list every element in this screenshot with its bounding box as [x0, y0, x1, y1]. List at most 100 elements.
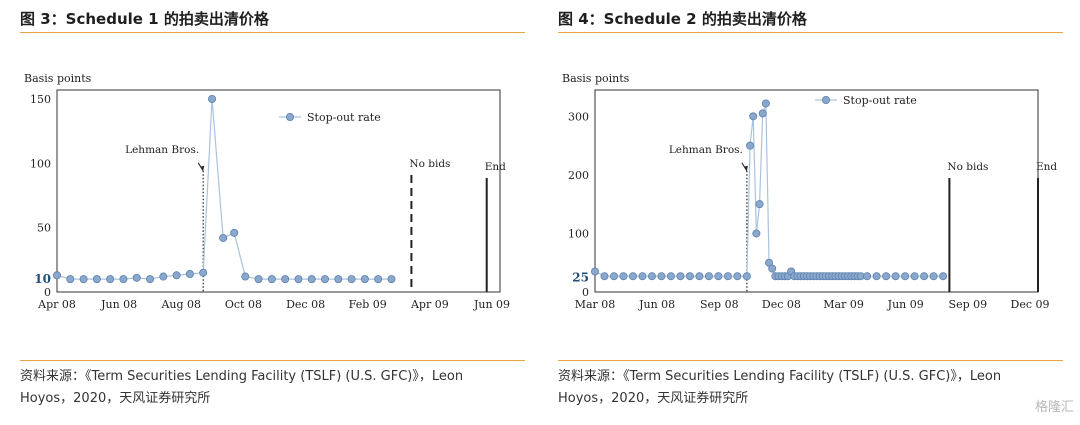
y-tick-label: 25 [572, 270, 589, 284]
data-point [241, 272, 250, 281]
data-point [758, 109, 767, 118]
data-point [185, 269, 194, 278]
series-line [594, 103, 944, 277]
data-point [695, 272, 704, 281]
data-point [159, 272, 168, 281]
x-tick-label: Jun 09 [887, 298, 924, 311]
data-point [752, 229, 761, 238]
x-tick-label: Jun 08 [638, 298, 675, 311]
data-point [657, 272, 666, 281]
x-tick-label: Apr 09 [410, 298, 449, 311]
data-point [733, 272, 742, 281]
data-point [360, 275, 369, 284]
data-point [746, 141, 755, 150]
data-point [219, 233, 228, 242]
data-point [891, 272, 900, 281]
data-point [92, 275, 101, 284]
data-point [647, 272, 656, 281]
figure-panel-4: 图 4：Schedule 2 的拍卖出清价格 Basis points 300 20… [558, 0, 1063, 425]
x-tick-label: Oct 08 [225, 298, 262, 311]
figure-title: 图 3：Schedule 1 的拍卖出清价格 [20, 10, 269, 28]
data-point [267, 275, 276, 284]
series-line [56, 98, 392, 280]
legend-marker [285, 113, 294, 122]
annotation-label: Lehman Bros. [125, 144, 199, 156]
data-point [132, 273, 141, 282]
data-point [321, 275, 330, 284]
y-tick-label: 100 [568, 227, 589, 240]
x-tick-label: Apr 08 [37, 298, 76, 311]
x-tick-label: Mar 09 [823, 298, 864, 311]
figure-panel-3: 图 3：Schedule 1 的拍卖出清价格 Basis points 150 10… [20, 0, 525, 425]
data-point [920, 272, 929, 281]
data-point [609, 272, 618, 281]
data-point [281, 275, 290, 284]
x-tick-label: Sep 08 [700, 298, 739, 311]
x-tick-label: Aug 08 [160, 298, 201, 311]
annotation-label: Lehman Bros. [669, 144, 743, 156]
annotation-label: No bids [947, 161, 988, 173]
y-tick-label: 200 [568, 169, 589, 182]
data-point [863, 272, 872, 281]
plot-frame [594, 89, 1039, 293]
title-divider [20, 32, 525, 33]
data-point [387, 275, 396, 284]
legend-label: Stop-out rate [843, 94, 917, 107]
data-point [704, 272, 713, 281]
data-point [53, 271, 62, 280]
data-point [307, 275, 316, 284]
legend-label: Stop-out rate [307, 111, 381, 124]
figure-title: 图 4：Schedule 2 的拍卖出清价格 [558, 10, 807, 28]
data-point [374, 275, 383, 284]
data-point [619, 272, 628, 281]
data-point [66, 275, 75, 284]
data-point [929, 272, 938, 281]
data-point [723, 272, 732, 281]
annotation-arrowhead [743, 165, 748, 171]
data-point [208, 95, 217, 104]
data-point [749, 112, 758, 121]
x-tick-label: Dec 09 [1011, 298, 1050, 311]
source-line-1: 资料来源：《Term Securities Lending Facility (… [20, 369, 464, 384]
data-point [761, 99, 770, 108]
y-tick-label: 100 [30, 157, 51, 170]
data-point [347, 275, 356, 284]
source-note: 资料来源：《Term Securities Lending Facility (… [20, 366, 520, 410]
data-point [230, 228, 239, 237]
x-tick-label: Feb 09 [349, 298, 387, 311]
data-point [119, 275, 128, 284]
data-point [172, 271, 181, 280]
y-axis-label: Basis points [24, 72, 92, 85]
x-tick-label: Jun 08 [100, 298, 137, 311]
source-note: 资料来源：《Term Securities Lending Facility (… [558, 366, 1058, 410]
data-point [714, 272, 723, 281]
data-point [910, 272, 919, 281]
data-point [254, 275, 263, 284]
y-tick-label: 150 [30, 93, 51, 106]
data-point [638, 272, 647, 281]
x-tick-label: Dec 08 [762, 298, 801, 311]
x-tick-label: Sep 09 [949, 298, 988, 311]
source-divider [558, 360, 1063, 361]
data-point [676, 272, 685, 281]
data-point [334, 275, 343, 284]
data-point [666, 272, 675, 281]
data-point [901, 272, 910, 281]
data-point [882, 272, 891, 281]
x-tick-label: Dec 08 [286, 298, 325, 311]
y-tick-label-zero: 0 [44, 286, 51, 299]
x-tick-label: Jun 09 [473, 298, 510, 311]
data-point [939, 272, 948, 281]
y-tick-label-zero: 0 [582, 286, 589, 299]
y-tick-label: 50 [37, 222, 51, 235]
annotation-label: End [1036, 161, 1057, 173]
source-line-2: Hoyos，2020，天风证券研究所 [558, 391, 749, 406]
data-point [755, 200, 764, 209]
data-point [591, 267, 600, 276]
source-divider [20, 360, 525, 361]
watermark-logo: 格隆汇 [1034, 400, 1074, 415]
y-axis-label: Basis points [562, 72, 630, 85]
x-tick-label: Mar 08 [575, 298, 616, 311]
data-point [685, 272, 694, 281]
